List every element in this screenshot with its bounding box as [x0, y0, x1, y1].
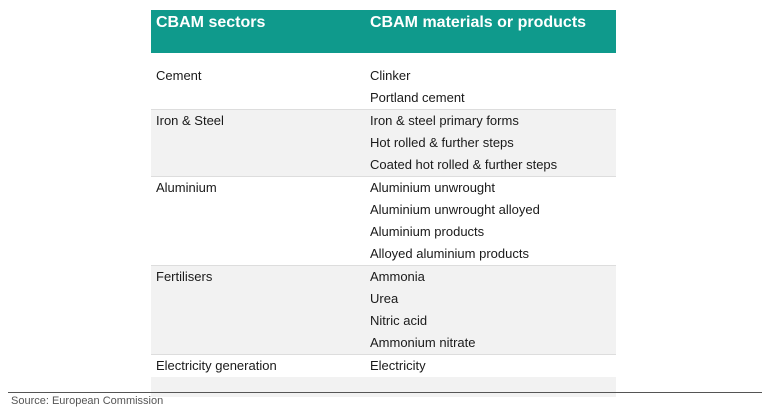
header-materials: CBAM materials or products — [370, 14, 587, 31]
product-item: Hot rolled & further steps — [370, 135, 514, 150]
table-row-aluminium: Aluminium Aluminium unwrought Aluminium … — [151, 177, 616, 266]
product-item: Clinker — [370, 68, 411, 83]
products-cell: Aluminium unwrought Aluminium unwrought … — [366, 177, 616, 265]
products-cell: Iron & steel primary forms Hot rolled & … — [366, 110, 616, 176]
products-cell: Clinker Portland cement — [366, 65, 616, 109]
products-cell: Electricity — [366, 355, 616, 377]
cbam-table: CBAM sectors CBAM materials or products … — [151, 10, 616, 397]
product-item: Aluminium unwrought alloyed — [370, 202, 540, 217]
product-item: Ammonium nitrate — [370, 335, 476, 350]
product-item: Alloyed aluminium products — [370, 246, 529, 261]
header-spacer — [151, 53, 616, 65]
sector-cell: Fertilisers — [156, 269, 213, 284]
product-item: Urea — [370, 291, 399, 306]
table-row-electricity: Electricity generation Electricity — [151, 355, 616, 377]
sector-cell: Electricity generation — [156, 358, 277, 373]
product-item: Iron & steel primary forms — [370, 113, 519, 128]
product-item: Nitric acid — [370, 313, 428, 328]
table-row-cement: Cement Clinker Portland cement — [151, 65, 616, 110]
source-divider — [8, 392, 762, 393]
product-item: Electricity — [370, 358, 426, 373]
product-item: Aluminium products — [370, 224, 485, 239]
product-item: Aluminium unwrought — [370, 180, 496, 195]
sector-cell: Cement — [156, 68, 202, 83]
source-note: Source: European Commission — [11, 395, 164, 407]
table-row-iron-steel: Iron & Steel Iron & steel primary forms … — [151, 110, 616, 177]
product-item: Portland cement — [370, 90, 465, 105]
table-row-fertilisers: Fertilisers Ammonia Urea Nitric acid Amm… — [151, 266, 616, 355]
products-cell: Ammonia Urea Nitric acid Ammonium nitrat… — [366, 266, 616, 354]
table-header: CBAM sectors CBAM materials or products — [151, 10, 616, 53]
sector-cell: Aluminium — [156, 180, 217, 195]
product-item: Ammonia — [370, 269, 425, 284]
sector-cell: Iron & Steel — [156, 113, 224, 128]
table-trailing-band — [151, 377, 616, 397]
header-sectors: CBAM sectors — [156, 14, 266, 31]
product-item: Coated hot rolled & further steps — [370, 157, 558, 172]
